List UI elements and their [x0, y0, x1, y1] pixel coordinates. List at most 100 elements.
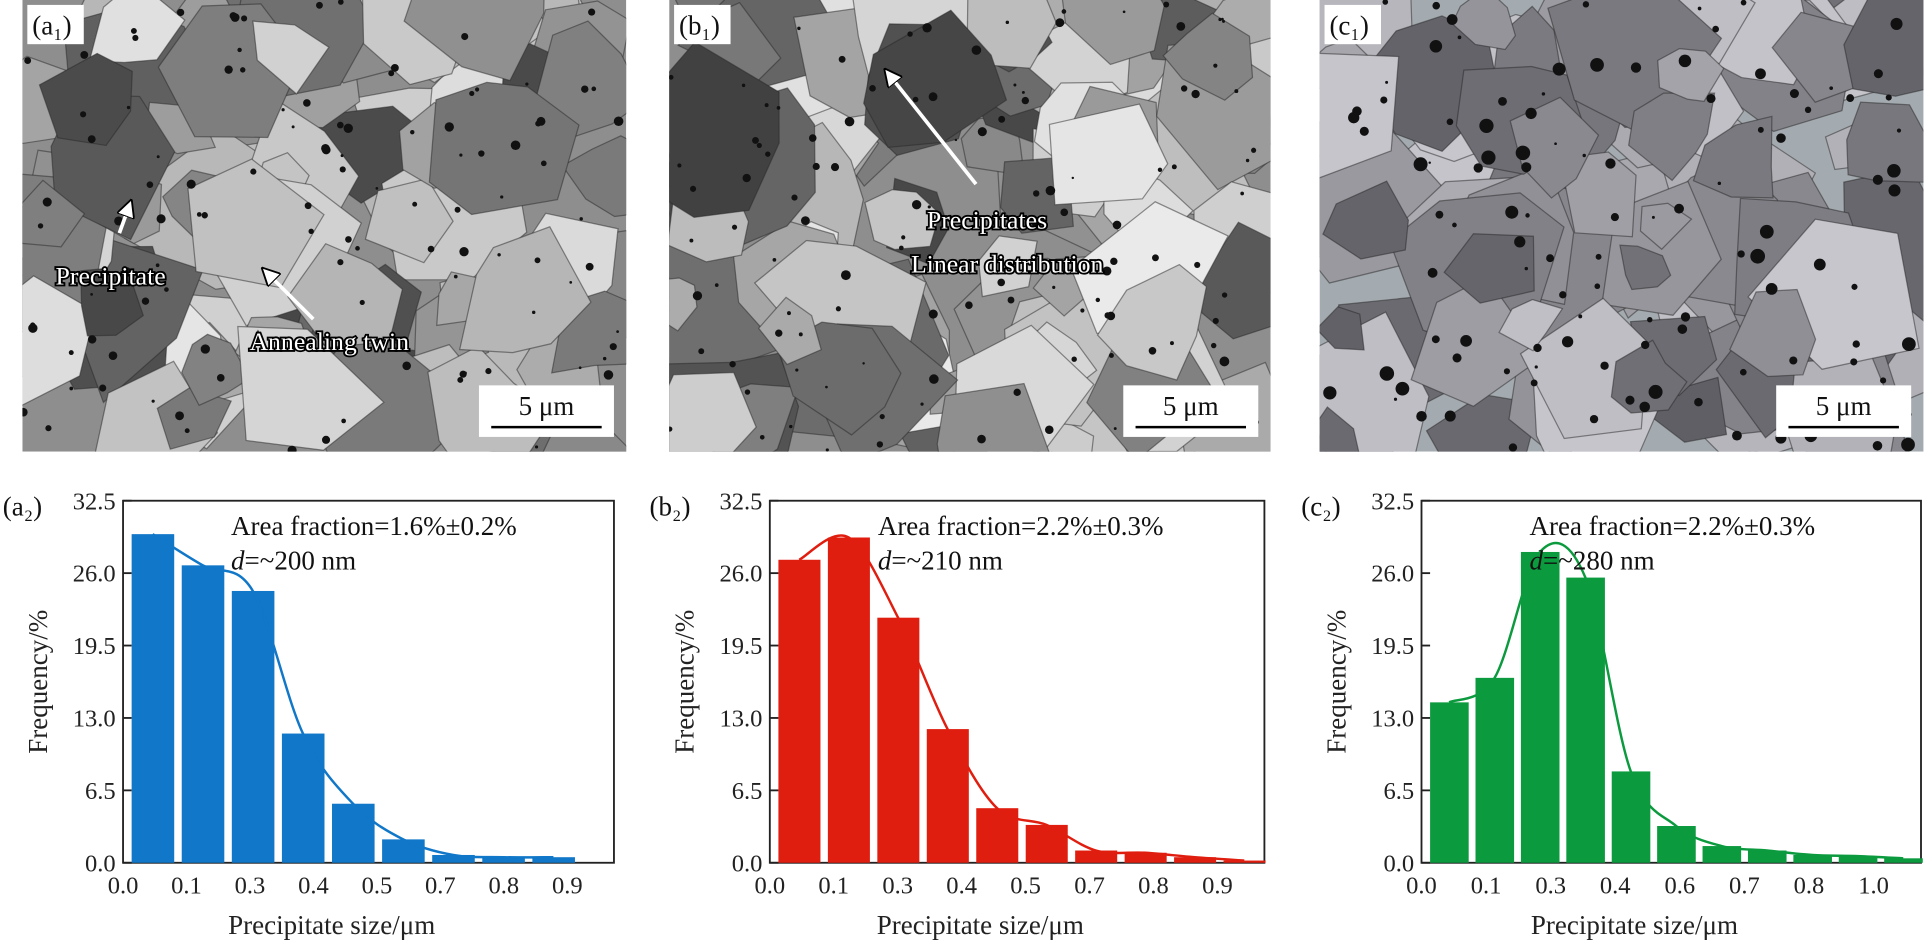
precipitate-dot	[1473, 163, 1483, 173]
precipitate-dot	[45, 425, 52, 432]
precipitate-dot	[281, 108, 285, 112]
precipitate-dot	[1651, 215, 1655, 219]
precipitate-dot	[321, 435, 331, 444]
precipitate-dot	[87, 135, 96, 144]
precipitate-dot	[1829, 86, 1834, 91]
precipitate-dot	[603, 370, 614, 380]
precipitate-dot	[677, 163, 682, 168]
precipitate-dot	[1382, 0, 1389, 5]
precipitate-dot	[1234, 89, 1239, 94]
precipitate-dot	[1846, 94, 1855, 103]
grain	[237, 325, 385, 451]
grain	[458, 226, 592, 354]
precipitate-dot	[359, 299, 365, 306]
precipitate-dot	[1521, 162, 1532, 173]
precipitate-dot	[1479, 118, 1494, 133]
grain	[1619, 244, 1672, 291]
grain	[669, 41, 780, 218]
y-tick-label: 6.5	[732, 778, 763, 805]
bar	[1025, 824, 1068, 863]
precipitate-dot	[1525, 107, 1537, 120]
grain	[156, 387, 233, 450]
precipitate-dot	[1578, 314, 1583, 319]
precipitate-dot	[321, 144, 330, 153]
precipitate-dot	[80, 50, 89, 59]
precipitate-dot	[1712, 25, 1719, 33]
precipitate-dot	[176, 8, 185, 17]
precipitate-dot	[1530, 379, 1538, 387]
precipitate-dot	[88, 335, 97, 344]
precipitate-dot	[1757, 126, 1764, 133]
annotation: Precipitates	[927, 205, 1047, 234]
precipitate-dot	[1804, 106, 1812, 114]
bar	[1657, 826, 1696, 863]
precipitate-dot	[1813, 258, 1826, 271]
precipitate-dot	[1534, 365, 1538, 369]
bar	[1702, 846, 1742, 863]
precipitate-dot	[475, 87, 480, 92]
bar	[432, 854, 475, 863]
x-axis-label: Precipitate size/μm	[877, 910, 1084, 940]
annotation-arrow	[119, 203, 130, 234]
precipitate-dot	[1546, 254, 1555, 263]
precipitate-dot	[1446, 118, 1454, 126]
precipitate-dot	[1677, 324, 1688, 334]
precipitate-dot	[835, 306, 841, 312]
precipitate-dot	[1071, 176, 1075, 180]
precipitate-dot	[1152, 254, 1159, 262]
precipitate-dot	[869, 85, 876, 92]
y-tick-label: 13.0	[720, 706, 763, 733]
precipitate-dot	[1416, 411, 1427, 422]
precipitate-dot	[1680, 312, 1691, 322]
precipitate-dot	[756, 142, 762, 149]
precipitate-dot	[1163, 1, 1170, 8]
precipitate-dot	[1251, 147, 1257, 153]
precipitate-dot	[1850, 358, 1858, 366]
x-tick-label: 0.7	[1074, 872, 1105, 899]
precipitate-dot	[1851, 283, 1858, 290]
precipitate-dot	[1872, 174, 1883, 185]
grain	[936, 382, 1050, 452]
precipitate-dot	[1554, 142, 1557, 146]
precipitate-dot	[1902, 337, 1916, 352]
precipitate-dot	[1452, 353, 1462, 363]
y-tick-label: 0.0	[85, 850, 116, 877]
precipitate-dot	[1901, 437, 1915, 452]
precipitate-dot	[1505, 205, 1519, 219]
grain	[252, 20, 330, 95]
precipitate-dot	[927, 205, 931, 209]
precipitate-dot	[1071, 356, 1077, 362]
precipitate-dot	[1113, 427, 1117, 431]
precipitate-dot	[151, 399, 155, 403]
x-tick-label: 0.0	[108, 872, 139, 899]
size-symbol: d	[231, 545, 245, 575]
precipitate-dot	[240, 67, 246, 73]
precipitate-dot	[42, 197, 52, 207]
precipitate-dot	[765, 151, 771, 157]
precipitate-dot	[1395, 381, 1410, 396]
precipitate-dot	[838, 55, 846, 63]
grain	[1729, 288, 1817, 378]
precipitate-dot	[844, 116, 855, 127]
precipitate-dot	[1503, 368, 1510, 375]
grain	[287, 242, 404, 349]
precipitate-dot	[229, 12, 237, 20]
grain	[1657, 47, 1725, 103]
precipitate-dot	[585, 262, 594, 271]
precipitate-dot	[186, 179, 196, 189]
precipitate-dot	[1032, 222, 1037, 227]
precipitate-dot	[1021, 96, 1030, 105]
grain	[669, 371, 757, 452]
precipitate-dot	[1446, 14, 1458, 25]
precipitate-dot	[99, 384, 107, 392]
fit-curve	[798, 534, 1245, 862]
bar	[532, 857, 575, 863]
precipitate-dot	[1431, 335, 1440, 344]
bar	[231, 590, 275, 863]
precipitate-dot	[1737, 250, 1745, 258]
x-tick-label: 0.9	[1202, 872, 1233, 899]
bar	[1611, 771, 1651, 863]
precipitate-dot	[795, 368, 799, 372]
grain	[1610, 339, 1688, 414]
